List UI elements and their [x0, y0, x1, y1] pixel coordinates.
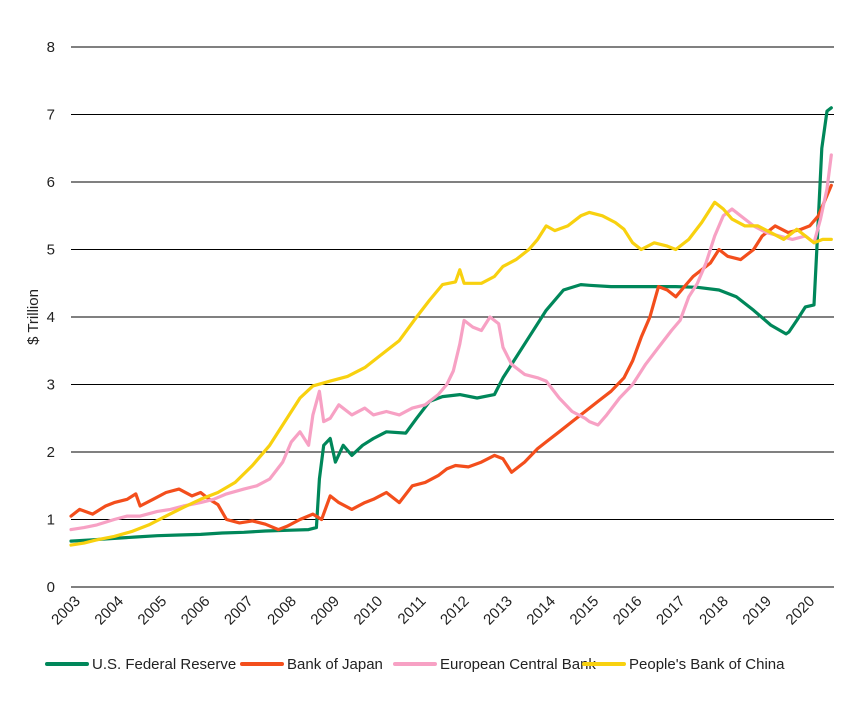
x-tick-label: 2004: [91, 593, 127, 629]
x-tick-label: 2015: [567, 593, 603, 629]
y-tick-label: 8: [47, 39, 55, 56]
y-tick-label: 1: [47, 512, 55, 529]
x-tick-label: 2011: [395, 593, 430, 628]
y-tick-label: 3: [47, 377, 55, 394]
x-tick-label: 2005: [135, 593, 171, 629]
y-tick-label: 5: [47, 242, 55, 259]
legend-label: European Central Bank: [440, 656, 596, 673]
gridlines: [71, 46, 834, 588]
x-tick-label: 2009: [307, 593, 343, 629]
y-tick-label: 4: [47, 309, 55, 326]
x-axis-tick-labels: 2003 2004 2005 2006 2007 2008 2009 2010 2011 2012…: [48, 593, 818, 629]
series-line-3: [69, 153, 833, 532]
y-tick-label: 7: [47, 107, 55, 124]
x-tick-label: 2018: [696, 593, 732, 629]
x-tick-label: 2008: [264, 593, 300, 629]
x-tick-label: 2010: [351, 593, 387, 629]
series-lines: [69, 106, 833, 547]
y-axis-title: $ Trillion: [25, 289, 42, 345]
x-tick-label: 2013: [480, 593, 516, 629]
x-tick-label: 2017: [653, 593, 689, 629]
x-tick-label: 2003: [48, 593, 84, 629]
legend-label: Bank of Japan: [287, 656, 383, 673]
legend-label: People's Bank of China: [629, 656, 785, 673]
y-tick-label: 0: [47, 579, 55, 596]
x-tick-label: 2019: [739, 593, 775, 629]
series-line-4: [69, 200, 833, 547]
x-tick-label: 2020: [783, 593, 819, 629]
legend-label: U.S. Federal Reserve: [92, 656, 236, 673]
x-tick-label: 2014: [523, 593, 559, 629]
y-tick-label: 6: [47, 174, 55, 191]
y-axis-tick-labels: 0 1 2 3 4 5 6 7 8: [47, 39, 55, 596]
legend: U.S. Federal Reserve Bank of Japan Europea…: [45, 656, 785, 673]
x-tick-label: 2007: [221, 593, 257, 629]
x-tick-label: 2006: [178, 593, 214, 629]
x-tick-label: 2012: [437, 593, 473, 629]
y-tick-label: 2: [47, 444, 55, 461]
series-line-1: [69, 106, 833, 543]
series-line-2: [69, 183, 833, 532]
x-tick-label: 2016: [610, 593, 646, 629]
